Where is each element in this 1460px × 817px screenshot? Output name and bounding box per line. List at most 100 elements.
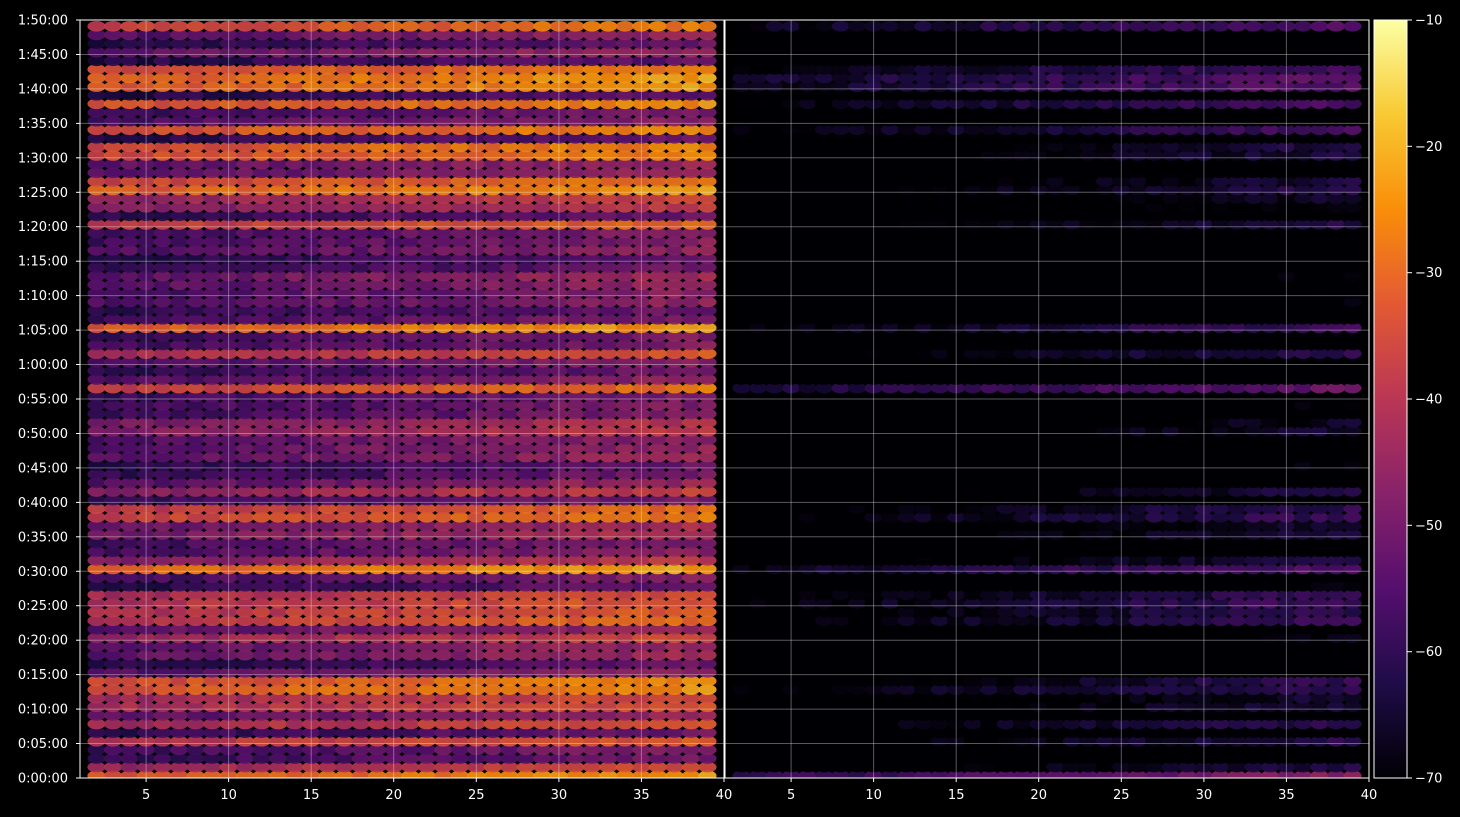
heatmap-cell <box>1046 675 1065 687</box>
heatmap-cell <box>1310 761 1329 773</box>
heatmap-cell <box>798 555 817 566</box>
heatmap-cell <box>434 761 453 773</box>
heatmap-cell <box>500 98 519 110</box>
heatmap-cell <box>153 598 172 609</box>
heatmap-cell <box>632 555 651 566</box>
heatmap-cell <box>302 460 321 471</box>
heatmap-cell <box>549 563 569 575</box>
heatmap-cell <box>384 29 403 41</box>
heatmap-cell <box>318 236 337 247</box>
heatmap-cell <box>467 529 486 540</box>
heatmap-cell <box>533 133 552 144</box>
heatmap-cell <box>516 21 535 32</box>
heatmap-cell <box>1013 701 1032 713</box>
heatmap-cell <box>137 744 156 756</box>
heatmap-cell <box>401 761 420 773</box>
heatmap-cell <box>681 253 701 265</box>
heatmap-cell <box>582 718 602 730</box>
heatmap-cell <box>285 38 304 49</box>
heatmap-cell <box>1326 460 1346 471</box>
heatmap-cell <box>881 486 900 497</box>
heatmap-cell <box>914 692 933 704</box>
heatmap-cell <box>351 193 370 204</box>
heatmap-cell <box>864 684 883 695</box>
heatmap-cell <box>566 572 585 583</box>
heatmap-cell <box>467 486 486 497</box>
heatmap-cell <box>252 589 271 601</box>
heatmap-cell <box>698 598 717 609</box>
heatmap-cell <box>566 72 585 84</box>
heatmap-cell <box>87 365 106 377</box>
heatmap-cell <box>765 486 784 497</box>
heatmap-cell <box>1095 744 1114 756</box>
heatmap-cell <box>1260 761 1279 773</box>
heatmap-cell <box>252 675 271 687</box>
heatmap-cell <box>1293 735 1312 747</box>
heatmap-cell <box>236 425 255 437</box>
heatmap-cell <box>467 64 486 75</box>
heatmap-cell <box>1145 701 1164 713</box>
heatmap-cell <box>285 417 304 428</box>
heatmap-cell <box>1013 408 1032 420</box>
heatmap-cell <box>203 21 222 32</box>
heatmap-cell <box>1260 718 1279 730</box>
heatmap-cell <box>252 520 271 532</box>
heatmap-cell <box>120 555 139 566</box>
heatmap-cell <box>665 167 684 178</box>
heatmap-cell <box>1095 486 1114 497</box>
heatmap-cell <box>1161 692 1180 704</box>
heatmap-cell <box>219 753 238 764</box>
heatmap-cell <box>1062 684 1081 695</box>
heatmap-cell <box>87 64 106 75</box>
heatmap-cell <box>1178 710 1197 721</box>
heatmap-cell <box>153 727 172 738</box>
heatmap-cell <box>1112 692 1131 704</box>
heatmap-cell <box>681 227 701 239</box>
heatmap-cell <box>269 675 288 687</box>
heatmap-cell <box>1260 486 1279 497</box>
heatmap-cell <box>153 512 172 523</box>
heatmap-cell <box>450 632 469 644</box>
heatmap-cell <box>1046 710 1065 721</box>
heatmap-cell <box>269 288 288 299</box>
heatmap-cell <box>401 322 420 334</box>
heatmap-cell <box>186 641 205 652</box>
heatmap-cell <box>467 572 486 583</box>
heatmap-cell <box>1112 658 1131 669</box>
heatmap-cell <box>1326 684 1346 695</box>
heatmap-cell <box>219 227 238 239</box>
heatmap-cell <box>698 520 717 532</box>
heatmap-cell <box>665 55 684 67</box>
heatmap-cell <box>698 107 717 118</box>
heatmap-cell <box>1277 632 1296 644</box>
heatmap-cell <box>549 529 569 540</box>
heatmap-cell <box>417 753 436 764</box>
heatmap-cell <box>1079 692 1098 704</box>
heatmap-cell <box>203 692 222 704</box>
heatmap-cell <box>831 753 850 764</box>
heatmap-cell <box>681 150 701 161</box>
heatmap-cell <box>252 632 271 644</box>
heatmap-cell <box>996 641 1015 652</box>
heatmap-cell <box>186 417 205 428</box>
heatmap-cell <box>467 744 486 756</box>
heatmap-cell <box>615 236 635 247</box>
heatmap-cell <box>549 520 569 532</box>
heatmap-cell <box>681 115 701 127</box>
heatmap-cell <box>500 124 519 135</box>
heatmap-cell <box>582 701 602 713</box>
heatmap-cell <box>599 408 618 420</box>
heatmap-cell <box>782 468 801 480</box>
heatmap-cell <box>566 503 585 514</box>
heatmap-cell <box>1029 572 1048 583</box>
heatmap-cell <box>318 727 337 738</box>
heatmap-cell <box>1079 486 1098 497</box>
heatmap-cell <box>566 21 585 32</box>
heatmap-cell <box>1293 589 1312 601</box>
heatmap-cell <box>302 684 321 695</box>
heatmap-cell <box>120 236 139 247</box>
heatmap-cell <box>681 313 701 325</box>
heatmap-cell <box>599 692 618 704</box>
heatmap-cell <box>483 744 502 756</box>
heatmap-cell <box>549 512 569 523</box>
